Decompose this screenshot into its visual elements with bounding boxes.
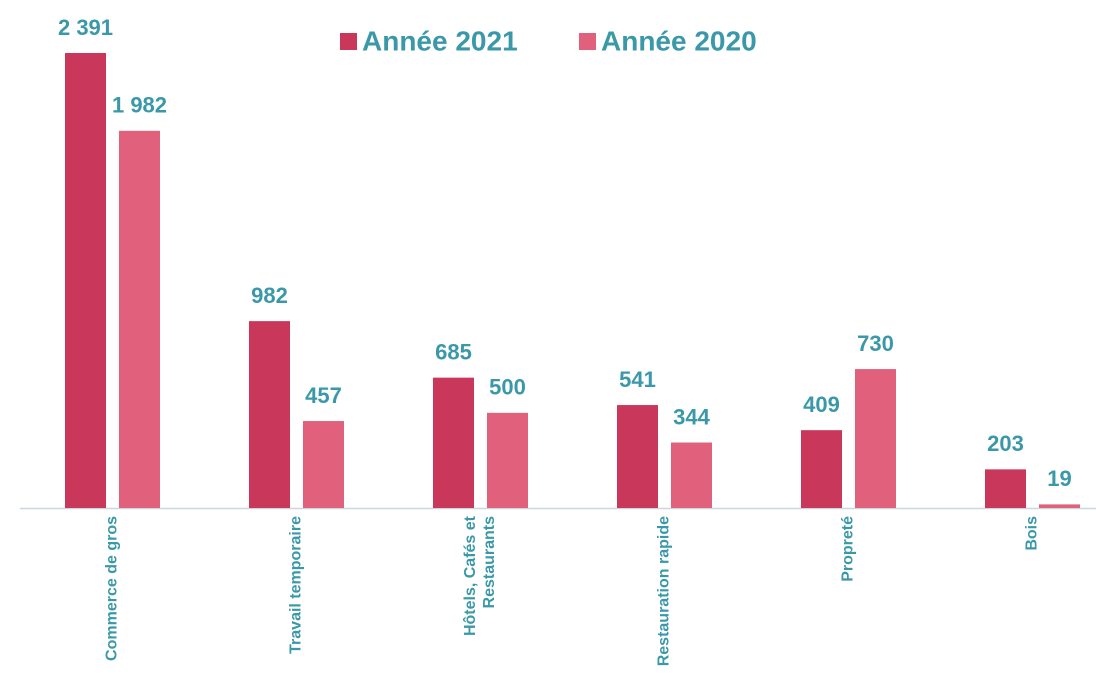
- bar: [303, 421, 344, 508]
- x-tick-label: Restauration rapide: [655, 516, 673, 667]
- legend-swatch: [579, 33, 596, 50]
- value-label: 500: [489, 375, 526, 400]
- x-tick-label: Travail temporaire: [287, 516, 305, 654]
- legend-label: Année 2021: [362, 25, 518, 56]
- value-label: 2 391: [58, 15, 113, 40]
- value-label: 1 982: [112, 93, 167, 118]
- bar: [855, 369, 896, 508]
- bar: [617, 405, 658, 508]
- value-label: 541: [619, 367, 656, 392]
- value-label: 457: [305, 383, 342, 408]
- x-tick-label: Propreté: [839, 516, 857, 582]
- bar: [119, 130, 160, 508]
- x-tick-label: Hôtels, Cafés et Restaurants: [462, 516, 498, 637]
- bar: [985, 469, 1026, 508]
- value-label: 344: [673, 404, 710, 429]
- bar: [801, 430, 842, 508]
- legend-swatch: [340, 33, 357, 50]
- value-label: 685: [435, 339, 472, 364]
- value-label: 19: [1047, 466, 1071, 491]
- legend-label: Année 2020: [601, 25, 757, 56]
- value-label: 730: [857, 331, 894, 356]
- bar: [65, 53, 106, 508]
- bar: [249, 321, 290, 508]
- bar: [487, 412, 528, 508]
- value-label: 409: [803, 392, 840, 417]
- bar: [671, 442, 712, 508]
- x-tick-label: Bois: [1023, 516, 1041, 551]
- value-label: 982: [251, 283, 288, 308]
- value-label: 203: [987, 431, 1024, 456]
- bar: [1039, 504, 1080, 508]
- bar: [433, 377, 474, 508]
- x-tick-label: Commerce de gros: [103, 516, 121, 661]
